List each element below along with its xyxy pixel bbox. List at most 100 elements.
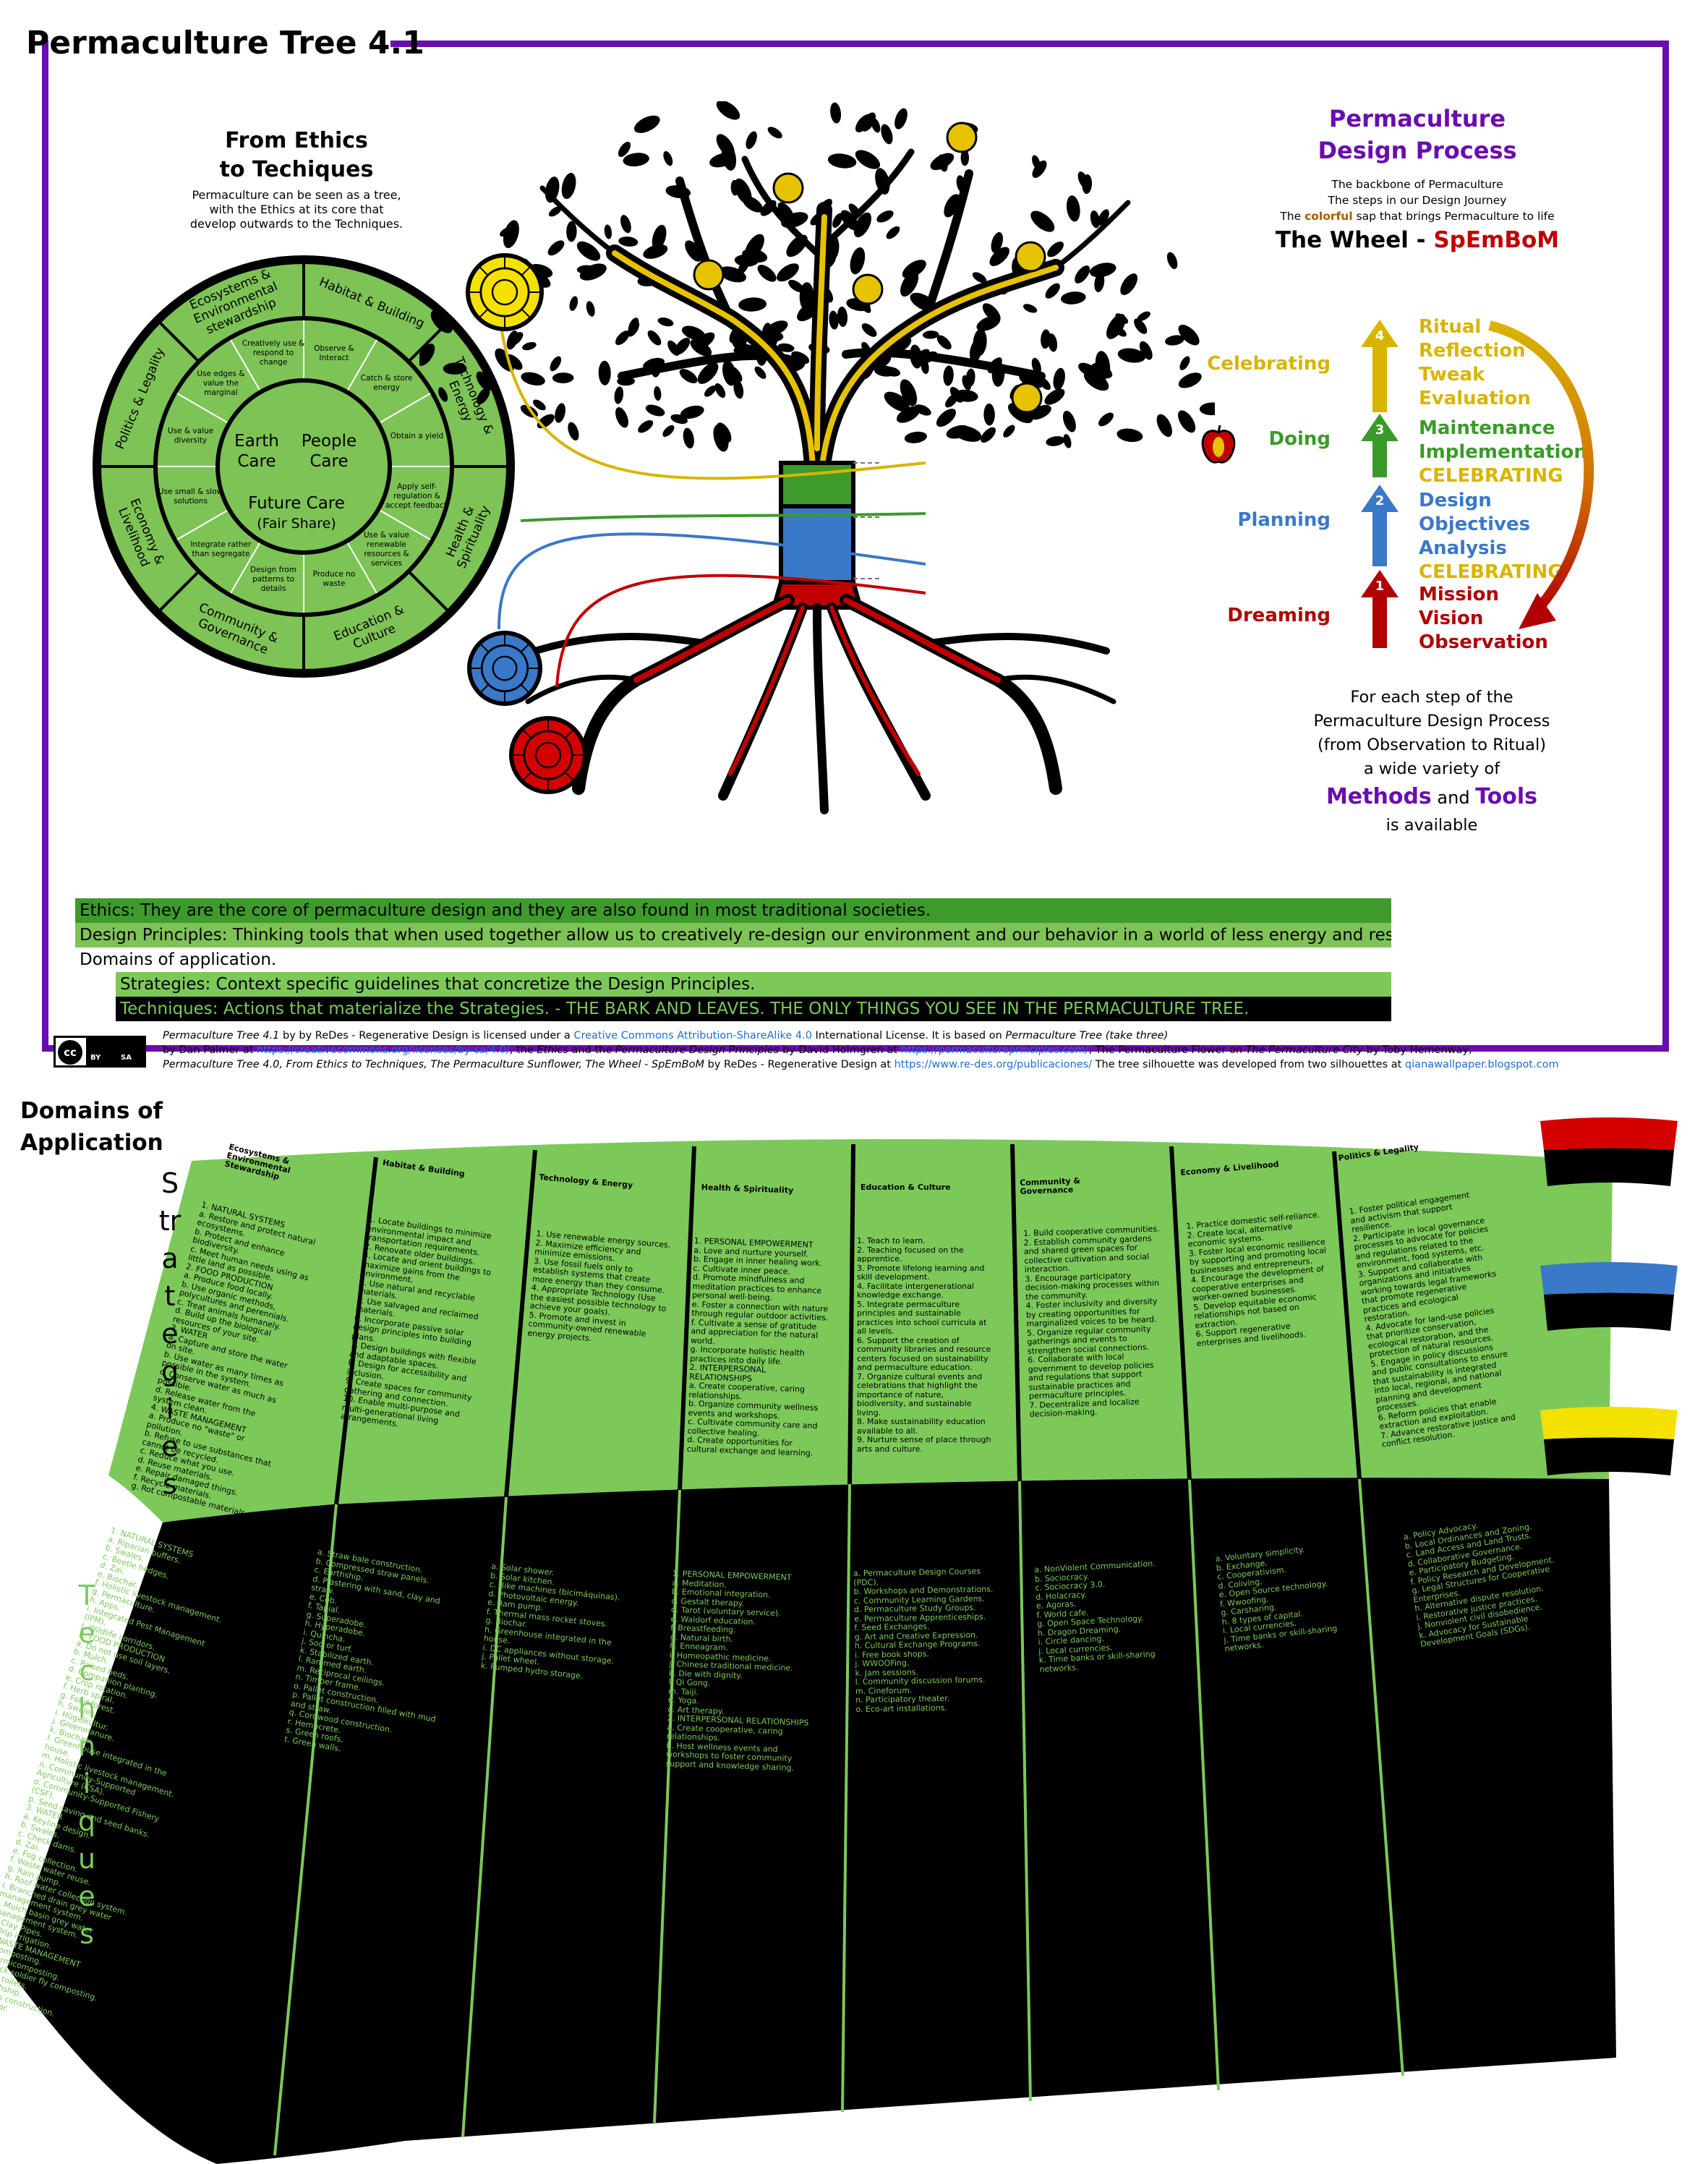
stage-arrow-3 — [1361, 414, 1399, 477]
principle-label: Use & value renewable resources & servic… — [363, 530, 410, 568]
stage-steps-doing: Maintenance Implementation CELEBRATING — [1419, 417, 1587, 488]
ethics-subtext: Permaculture can be seen as a tree, with… — [189, 188, 403, 231]
page-title: Permaculture Tree 4.1 — [26, 25, 424, 61]
poster-frame-top-left — [42, 41, 48, 47]
mini-fan-thumbnails — [1540, 1117, 1678, 1475]
footer-line-3: (from Observation to Ritual) — [1318, 736, 1546, 754]
stage-step: Ritual — [1419, 316, 1482, 338]
core-earth-care-2: Care — [237, 452, 276, 471]
stage-steps-celebrating: Ritual Reflection Tweak Evaluation — [1419, 315, 1531, 411]
design-process-heading-2: Design Process — [1318, 137, 1517, 164]
stage-step: Tweak — [1419, 364, 1485, 385]
principle-label: Design from patterns to details — [250, 565, 297, 593]
principle-label: Apply self-regulation & accept feedback — [385, 482, 448, 511]
strategies-band — [108, 1139, 1613, 1522]
yellow-wheel-icon — [466, 253, 544, 331]
principle-label: Produce no waste — [312, 570, 356, 589]
principle-dividers — [158, 320, 450, 613]
principle-label: Catch & store energy — [360, 374, 413, 393]
blue-wheel-icon — [467, 631, 542, 706]
column-title: Education & Culture — [861, 1183, 951, 1192]
ethics-heading-line-1: From Ethics — [225, 128, 368, 153]
red-wheel-icon — [509, 716, 587, 794]
stage-name-planning: Planning — [1237, 509, 1331, 531]
permaculture-tree-illustration — [419, 101, 1215, 814]
design-process-line-2: The steps in our Design Journey — [1328, 194, 1507, 207]
stage-step: Vision — [1419, 608, 1484, 629]
core-future-care: Future Care — [248, 494, 345, 513]
cc-license-link[interactable]: Creative Commons Attribution-ShareAlike … — [573, 1030, 812, 1041]
domains-heading: Domains of Application — [20, 1095, 163, 1159]
principle-label: Use small & slow solutions — [158, 487, 223, 506]
methods-tools-text: For each step of the Permaculture Design… — [1287, 686, 1576, 838]
column-techniques: a. Policy Advocacy. b. Local Ordinances … — [1402, 1520, 1555, 1650]
by-label: BY — [90, 1054, 101, 1062]
column-strategies: 1. Teach to learn. 2. Teaching focused o… — [857, 1236, 991, 1454]
stage-name-dreaming: Dreaming — [1227, 605, 1331, 626]
stage-arrow-1 — [1361, 570, 1399, 648]
qianawallpaper-link[interactable]: qianawallpaper.blogspot.com — [1404, 1059, 1559, 1070]
methods-word: Methods — [1325, 784, 1432, 809]
tree-sap-lines — [612, 214, 1059, 480]
column-techniques: a. Permaculture Design Courses (PDC). b.… — [853, 1566, 994, 1714]
domains-heading-1: Domains of — [20, 1098, 163, 1124]
design-process-line-3: The colorful sap that brings Permacultur… — [1280, 210, 1555, 223]
column-title: Community & Governance — [1019, 1176, 1081, 1196]
stage-step: Evaluation — [1419, 388, 1531, 409]
design-process-heading: Permaculture Design Process — [1273, 103, 1562, 166]
stage-step: CELEBRATING — [1419, 465, 1563, 487]
legend-domains: Domains of application. — [75, 947, 1391, 972]
legend-strategies: Strategies: Context specific guidelines … — [116, 972, 1391, 997]
redes-url-link[interactable]: https://www.re-des.org/publicaciones/ — [894, 1059, 1093, 1070]
apple-icon — [1201, 425, 1236, 464]
column-strategies: 1. Use renewable energy sources. 2. Maxi… — [526, 1229, 671, 1343]
stage-steps-planning: Design Objectives Analysis CELEBRATING — [1419, 489, 1563, 584]
design-process-description: The backbone of Permaculture The steps i… — [1273, 176, 1562, 224]
principle-label: Use & value diversity — [167, 427, 214, 446]
column-strategies: 1. Practice domestic self-reliance. 2. C… — [1185, 1209, 1327, 1348]
cc-by-sa-badge[interactable]: cc BY SA — [54, 1036, 146, 1068]
wheel-title: The Wheel - SpEmBoM — [1275, 227, 1560, 253]
strategies-vertical-label: S tr a t e g i e s — [158, 1167, 182, 1500]
principles-url-link[interactable]: https://permacultureprinciples.com/ — [900, 1044, 1089, 1056]
legend-ethics: Ethics: They are the core of permacultur… — [75, 898, 1391, 923]
stage-name-celebrating: Celebrating — [1207, 353, 1331, 375]
stage-step: Objectives — [1419, 514, 1531, 535]
column-strategies: 1. Build cooperative communities. 2. Est… — [1022, 1224, 1160, 1419]
core-earth-care: Earth — [234, 432, 279, 451]
column-techniques: 1. PERSONAL EMPOWERMENT a. Meditation. b… — [665, 1569, 809, 1773]
domains-heading-2: Application — [20, 1130, 163, 1156]
column-dividers-top — [334, 1143, 1362, 1505]
footer-line-5: is available — [1385, 816, 1478, 835]
column-techniques: a. Solar shower. b. Solar kitchen. c. Bi… — [480, 1562, 621, 1681]
stage-step: CELEBRATING — [1419, 561, 1563, 583]
design-process-heading-1: Permaculture — [1328, 105, 1506, 132]
core-people-care-2: Care — [309, 452, 348, 471]
stage-step: Mission — [1419, 584, 1500, 605]
poster-frame-top — [390, 41, 1669, 47]
stage-step: Implementation — [1419, 441, 1587, 463]
stage-step: Reflection — [1419, 340, 1526, 362]
footer-line-4: a wide variety of — [1363, 759, 1500, 778]
core-people-care: People — [302, 432, 356, 451]
stage-name-doing: Doing — [1268, 428, 1331, 450]
cc-url-link[interactable]: https://creativecommons.org/licenses/by-… — [257, 1044, 510, 1056]
principle-label: Observe & Interact — [314, 344, 354, 362]
cycle-arrow: 1 — [1488, 320, 1594, 642]
stage-number-4: 4 — [1375, 328, 1385, 344]
colorful-word: colorful — [1305, 210, 1353, 223]
mini-fan-red — [1540, 1117, 1678, 1186]
column-techniques: a. Voluntary simplicity. b. Exchange. c.… — [1214, 1545, 1338, 1654]
column-strategies: 1. Locate buildings to minimize environm… — [340, 1214, 492, 1429]
stage-number-1: 1 — [1375, 579, 1385, 594]
core-fair-share: (Fair Share) — [257, 516, 336, 532]
license-line-1: Permaculture Tree 4.1 by by ReDes - Rege… — [163, 1030, 1169, 1041]
principle-label: Integrate rather than segregate — [190, 540, 252, 558]
mini-fan-blue — [1540, 1262, 1678, 1331]
tools-word: Tools — [1475, 784, 1538, 809]
legend-techniques: Techniques: Actions that materialize the… — [116, 997, 1391, 1021]
sap-connector-curves — [498, 310, 926, 688]
methods-tools-line: Methods and Tools — [1325, 784, 1538, 809]
stage-step: Analysis — [1419, 537, 1507, 559]
ethics-heading-line-2: to Techiques — [219, 157, 374, 182]
